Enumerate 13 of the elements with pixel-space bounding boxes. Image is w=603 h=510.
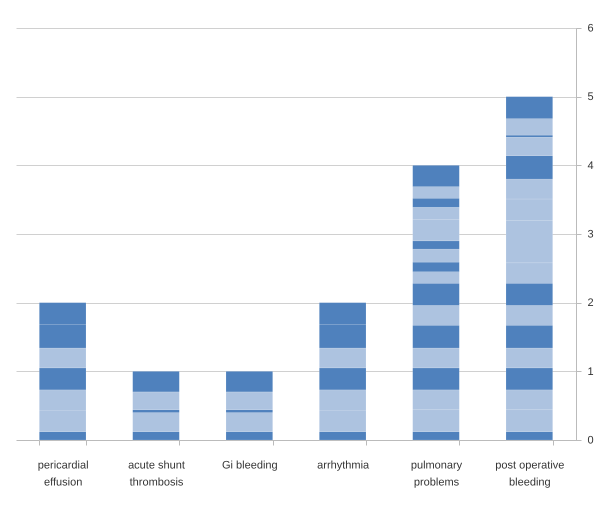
x-tick-label: Gi bleeding [222,460,278,472]
y-tick-label: 0 [588,434,594,446]
y-tick-label: 3 [588,228,594,240]
x-tick-label: pulmonary problems [410,460,463,488]
y-tick-label: 6 [588,22,594,34]
y-tick-label: 4 [588,160,594,172]
y-tick-label: 1 [588,366,594,378]
x-tick-label: acute shunt thrombosis [128,460,185,488]
y-tick-label: 5 [588,91,594,104]
x-tick-label: arrhythmia [317,460,370,472]
x-tick-label: pericardial effusion [38,460,89,488]
y-tick-label: 2 [588,297,594,310]
x-tick-label: post operative bleeding [495,460,564,488]
